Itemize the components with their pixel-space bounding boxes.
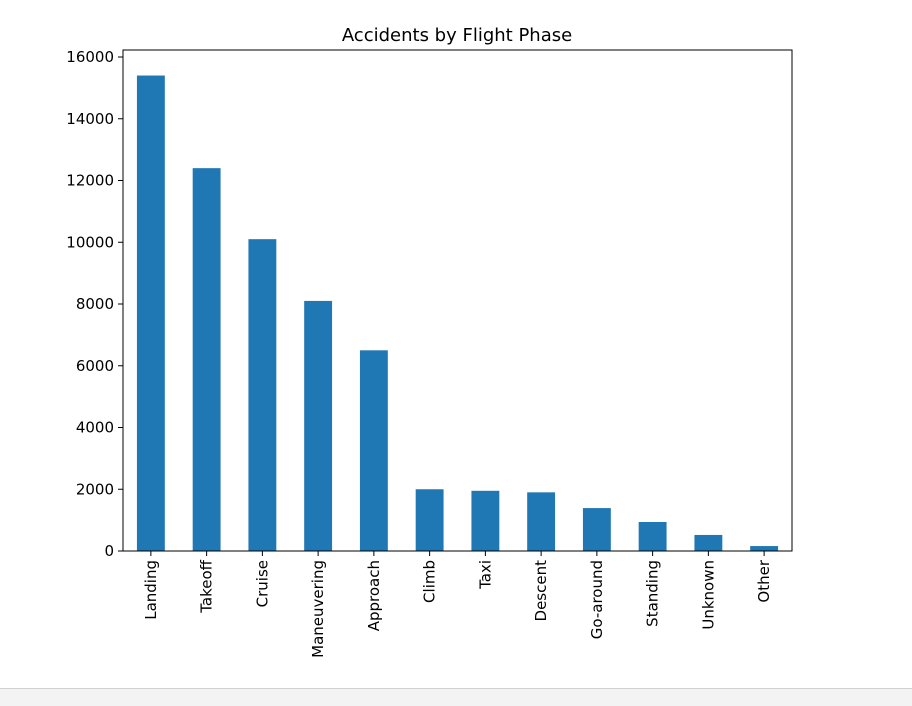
y-tick-label: 8000 (76, 295, 114, 313)
output-footer (0, 688, 912, 706)
bar (248, 239, 277, 552)
x-tick-label: Standing (644, 560, 662, 627)
y-tick-label: 16000 (66, 48, 114, 66)
bar (136, 75, 165, 551)
y-tick-label: 2000 (76, 480, 114, 498)
bar (750, 546, 779, 551)
y-tick-label: 4000 (76, 419, 114, 437)
bar (359, 350, 388, 551)
bar (415, 489, 444, 551)
x-tick-label: Takeoff (198, 559, 216, 613)
x-tick-label: Other (755, 559, 773, 602)
x-tick-label: Go-around (588, 560, 606, 639)
y-tick-label: 10000 (66, 233, 114, 251)
bar (694, 534, 723, 551)
x-tick-label: Cruise (253, 560, 271, 607)
bar (527, 492, 556, 551)
x-tick-label: Maneuvering (309, 560, 327, 658)
bar (192, 168, 221, 551)
x-tick-label: Climb (421, 560, 439, 603)
chart-title: Accidents by Flight Phase (342, 25, 572, 46)
axes-frame (122, 49, 793, 552)
x-tick-label: Approach (365, 560, 383, 631)
x-tick-label: Taxi (476, 560, 494, 590)
y-tick-label: 6000 (76, 357, 114, 375)
y-tick-label: 14000 (66, 110, 114, 128)
y-tick-label: 0 (104, 542, 114, 560)
x-tick-label: Unknown (699, 560, 717, 630)
y-tick-label: 12000 (66, 172, 114, 190)
bar (471, 490, 500, 551)
x-tick-label: Descent (532, 560, 550, 622)
x-tick-label: Landing (142, 560, 160, 620)
bar (638, 521, 667, 551)
bar (582, 508, 611, 551)
bar (304, 300, 333, 551)
